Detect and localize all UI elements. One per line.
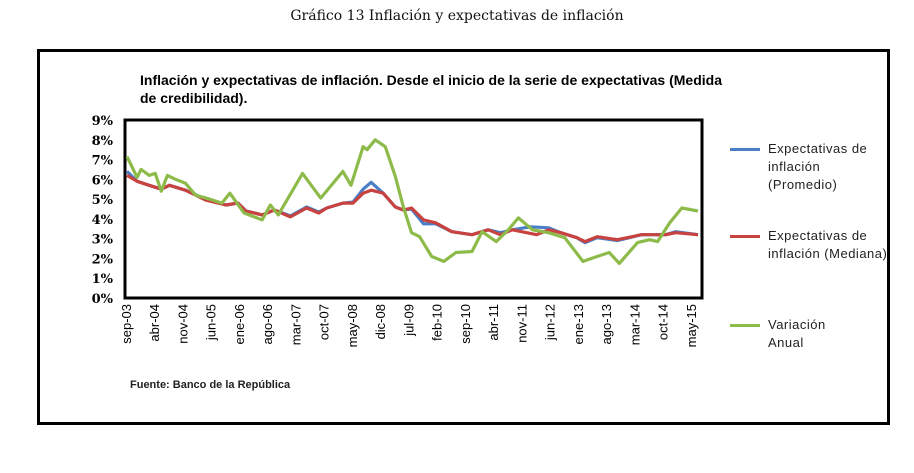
x-tick-label: dic-08	[373, 304, 388, 339]
y-tick-label: 2%	[92, 252, 114, 267]
figure-title: Gráfico 13 Inflación y expectativas de i…	[290, 8, 624, 24]
x-tick-label: ene-06	[232, 304, 247, 344]
x-tick-label: ago-06	[260, 304, 275, 344]
x-tick-label: nov-04	[175, 304, 190, 344]
x-tick-label: oct-07	[317, 304, 332, 340]
legend-item-variacion: Variación Anual	[730, 316, 858, 352]
legend-label: Expectativas de inflación (Mediana)	[768, 228, 888, 261]
x-tick-label: abr-04	[147, 304, 162, 342]
x-tick-label: mar-07	[288, 304, 303, 345]
x-tick-label: ago-13	[599, 304, 614, 344]
legend-swatch	[730, 324, 760, 327]
y-tick-label: 0%	[92, 292, 114, 307]
y-tick-label: 9%	[92, 114, 114, 129]
y-tick-label: 7%	[92, 154, 114, 169]
source-note: Fuente: Banco de la República	[130, 379, 291, 391]
x-tick-label: jun-12	[543, 304, 558, 341]
y-tick-label: 6%	[92, 173, 114, 188]
legend-label: Variación Anual	[768, 317, 826, 350]
x-tick-label: oct-14	[656, 304, 671, 340]
legend-item-mediana: Expectativas de inflación (Mediana)	[730, 227, 888, 263]
legend-swatch	[730, 148, 760, 151]
x-tick-label: sep-03	[119, 304, 134, 344]
y-tick-label: 8%	[92, 134, 114, 149]
legend-swatch	[730, 235, 760, 238]
y-tick-label: 3%	[92, 233, 114, 248]
chart-frame	[37, 49, 890, 425]
x-tick-label: may-15	[684, 304, 699, 347]
legend-label: Expectativas de inflación (Promedio)	[768, 141, 868, 192]
y-tick-label: 4%	[92, 213, 114, 228]
y-tick-label: 5%	[92, 193, 114, 208]
x-tick-label: sep-10	[458, 304, 473, 344]
x-tick-label: abr-11	[486, 304, 501, 341]
x-tick-label: jun-05	[204, 304, 219, 341]
legend-item-promedio: Expectativas de inflación (Promedio)	[730, 140, 888, 194]
x-tick-label: nov-11	[514, 304, 529, 343]
x-tick-label: mar-14	[627, 304, 642, 345]
x-tick-label: feb-10	[430, 304, 445, 341]
x-tick-label: may-08	[345, 304, 360, 347]
chart-title: Inflación y expectativas de inflación. D…	[140, 72, 722, 106]
x-tick-label: ene-13	[571, 304, 586, 344]
series-line-2	[125, 138, 699, 265]
y-tick-label: 1%	[92, 272, 114, 287]
x-tick-label: jul-09	[401, 304, 416, 337]
